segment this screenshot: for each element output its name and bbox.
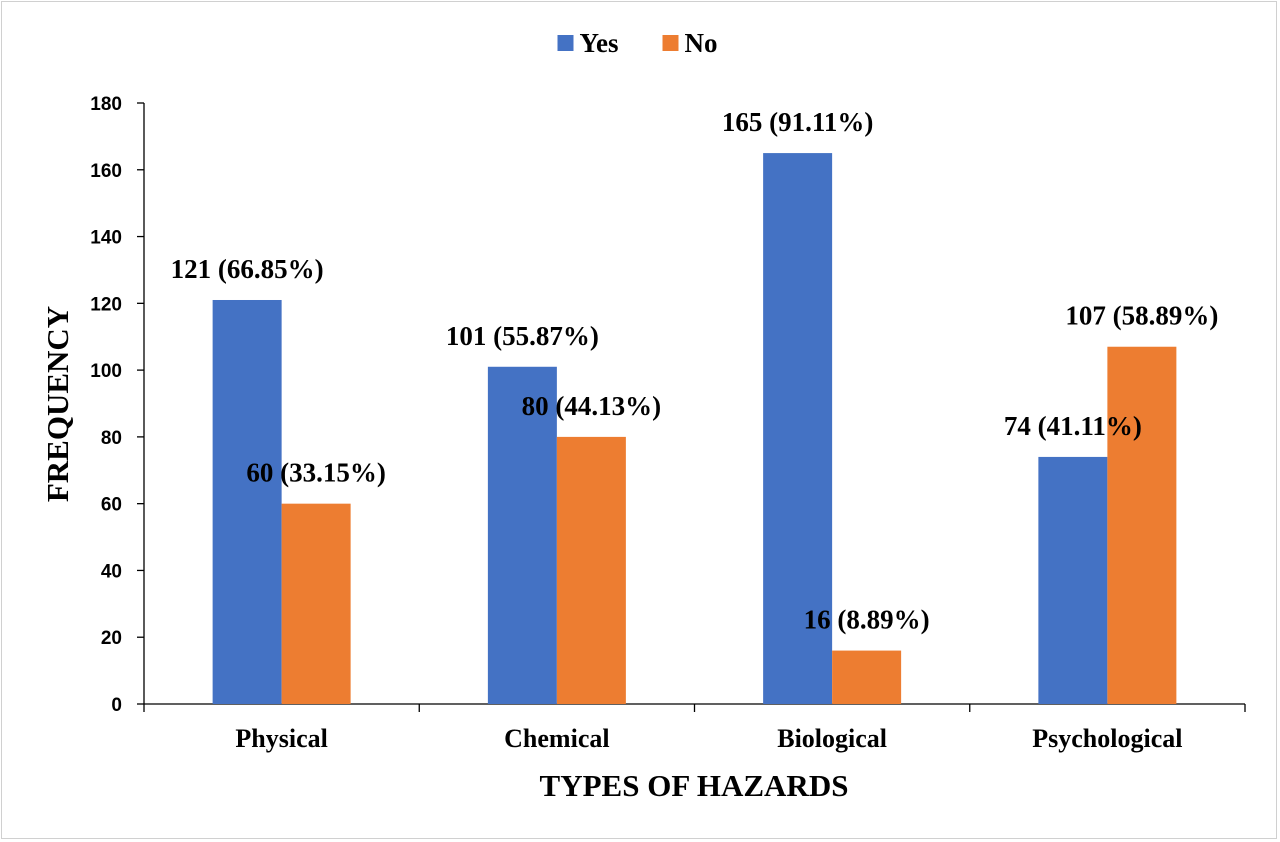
- x-tick-label: Psychological: [1032, 724, 1182, 753]
- legend-label-no: No: [685, 28, 718, 58]
- y-tick-label: 140: [90, 228, 122, 249]
- bar-yes-chemical: [487, 366, 557, 704]
- x-axis: Physical Chemical Biological Psychological: [143, 703, 1246, 753]
- y-tick-label: 60: [101, 495, 122, 516]
- bar-no-psychological: [1107, 346, 1177, 704]
- bars: [212, 153, 1177, 705]
- y-tick-label: 120: [90, 294, 122, 315]
- bar-yes-physical: [212, 299, 282, 704]
- bar-no-chemical: [556, 436, 626, 704]
- x-tick-label: Chemical: [504, 724, 609, 753]
- y-axis: 0 20 40 60 80 100 120 140 160 180: [90, 94, 145, 716]
- data-labels: 121 (66.85%) 101 (55.87%) 165 (91.11%) 74 (…: [171, 107, 1219, 634]
- y-tick-label: 180: [90, 94, 122, 115]
- y-axis-title: FREQUENCY: [40, 306, 75, 502]
- bar-yes-psychological: [1038, 456, 1108, 704]
- y-tick-label: 100: [90, 361, 122, 382]
- y-tick-label: 0: [111, 695, 122, 716]
- legend: Yes No: [557, 28, 718, 58]
- bar-no-biological: [832, 650, 902, 704]
- y-tick-label: 40: [101, 561, 122, 582]
- data-label: 101 (55.87%): [446, 321, 599, 351]
- data-label: 60 (33.15%): [246, 458, 385, 488]
- data-label: 80 (44.13%): [522, 391, 661, 421]
- y-tick-label: 80: [101, 428, 122, 449]
- y-tick-label: 20: [101, 628, 122, 649]
- x-tick-label: Biological: [777, 724, 887, 753]
- data-label: 16 (8.89%): [804, 605, 930, 635]
- x-tick-label: Physical: [235, 724, 327, 753]
- bar-yes-biological: [763, 153, 833, 705]
- data-label: 121 (66.85%): [171, 254, 324, 284]
- legend-swatch-no: [662, 35, 679, 51]
- x-axis-title: TYPES OF HAZARDS: [540, 768, 849, 803]
- data-label: 165 (91.11%): [722, 107, 874, 137]
- data-label: 74 (41.11%): [1004, 411, 1142, 441]
- y-tick-label: 160: [90, 161, 122, 182]
- legend-label-yes: Yes: [580, 28, 619, 58]
- data-label: 107 (58.89%): [1065, 301, 1218, 331]
- bar-no-physical: [281, 503, 351, 704]
- legend-swatch-yes: [557, 35, 574, 51]
